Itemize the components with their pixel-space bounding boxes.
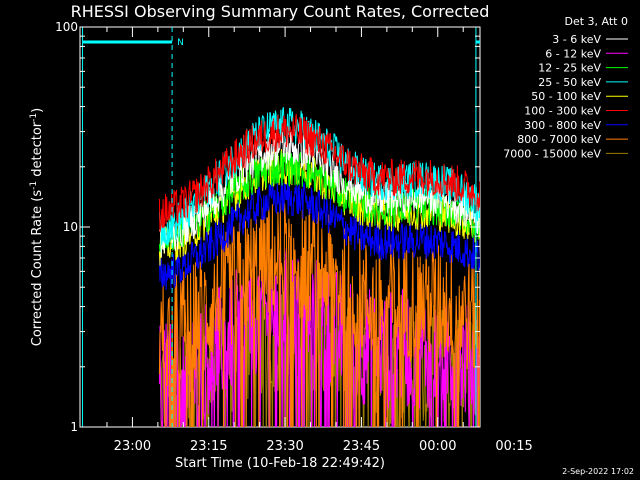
x-tick-label: 23:30 (266, 439, 303, 454)
legend-label: 800 - 7000 keV (517, 133, 601, 146)
date-annotation: 2-Sep-2022 17:02 (562, 467, 634, 476)
data-layer (158, 107, 480, 427)
legend-label: 300 - 800 keV (524, 119, 601, 132)
y-axis: 1 10 100 (55, 20, 480, 434)
legend-entry-7: 300 - 800 keV (524, 119, 628, 132)
chart-title: RHESSI Observing Summary Count Rates, Co… (71, 2, 490, 21)
x-tick-label: 23:15 (190, 439, 227, 454)
y-axis-label-sup2: -1 (29, 113, 39, 122)
legend-label: 25 - 50 keV (538, 76, 601, 89)
series-line-6 (158, 113, 480, 233)
legend-label: 12 - 25 keV (538, 62, 601, 75)
legend-entry-4: 25 - 50 keV (538, 76, 628, 89)
series-line-8 (158, 202, 480, 427)
legend-label: 50 - 100 keV (531, 90, 601, 103)
x-axis: 23:00 23:15 23:30 23:45 00:00 00:15 (106, 27, 533, 454)
series-line-7 (158, 180, 480, 291)
legend-entry-9: 7000 - 15000 keV (503, 147, 628, 160)
x-tick-label: 00:15 (495, 439, 532, 454)
y-axis-label-mid: detector (30, 121, 45, 181)
legend-label: 3 - 6 keV (552, 33, 601, 46)
plot-area: N (79, 26, 481, 428)
legend-label: 6 - 12 keV (545, 47, 601, 60)
y-axis-label-end: ) (30, 108, 45, 113)
x-tick-label: 00:00 (419, 439, 456, 454)
legend-entry-1: 3 - 6 keV (552, 33, 628, 46)
y-axis-label-main: Corrected Count Rate (s (30, 190, 45, 347)
legend-header: Det 3, Att 0 (565, 15, 629, 28)
y-axis-label: Corrected Count Rate (s-1 detector-1) (29, 108, 45, 346)
legend-label: 100 - 300 keV (524, 105, 601, 118)
y-tick-label: 100 (55, 20, 78, 34)
legend-label: 7000 - 15000 keV (503, 147, 601, 160)
legend-entry-6: 100 - 300 keV (524, 105, 628, 118)
x-axis-label: Start Time (10-Feb-18 22:49:42) (175, 456, 385, 471)
y-tick-label: 10 (63, 220, 78, 234)
x-tick-label: 23:00 (114, 439, 151, 454)
night-bar-label: N (177, 38, 184, 48)
legend-entry-8: 800 - 7000 keV (517, 133, 628, 146)
y-tick-label: 1 (70, 420, 78, 434)
legend-entry-3: 12 - 25 keV (538, 62, 628, 75)
legend-entry-5: 50 - 100 keV (531, 90, 628, 103)
x-tick-label: 23:45 (343, 439, 380, 454)
legend-entry-2: 6 - 12 keV (545, 47, 628, 60)
y-axis-label-sup1: -1 (29, 181, 39, 190)
